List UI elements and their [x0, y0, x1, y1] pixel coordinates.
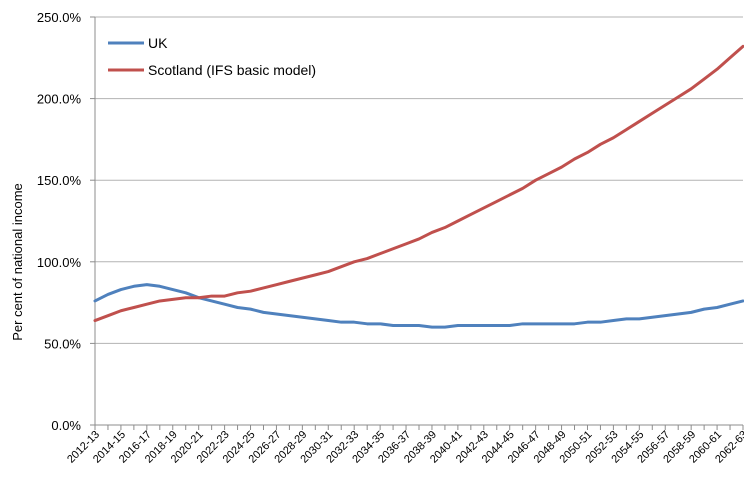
axes	[90, 16, 744, 430]
series-line-uk	[93, 283, 744, 329]
y-tick-label: 250.0%	[37, 10, 82, 25]
y-tick-label: 150.0%	[37, 173, 82, 188]
y-tick-label: 0.0%	[51, 418, 81, 433]
legend-label-scotland: Scotland (IFS basic model)	[148, 62, 316, 78]
y-axis-title: Per cent of national income	[10, 183, 25, 341]
legend-label-uk: UK	[148, 35, 168, 51]
series-lines	[93, 44, 744, 329]
y-tick-label: 50.0%	[44, 336, 81, 351]
gridlines	[95, 16, 743, 344]
x-tick-labels: 2012-132014-152016-172018-192020-212022-…	[65, 429, 744, 466]
y-tick-labels: 0.0% 50.0% 100.0% 150.0% 200.0% 250.0%	[37, 10, 82, 433]
series-line-scotland	[93, 44, 744, 323]
y-tick-label: 100.0%	[37, 255, 82, 270]
y-tick-label: 200.0%	[37, 92, 82, 107]
legend: UK Scotland (IFS basic model)	[108, 35, 316, 78]
